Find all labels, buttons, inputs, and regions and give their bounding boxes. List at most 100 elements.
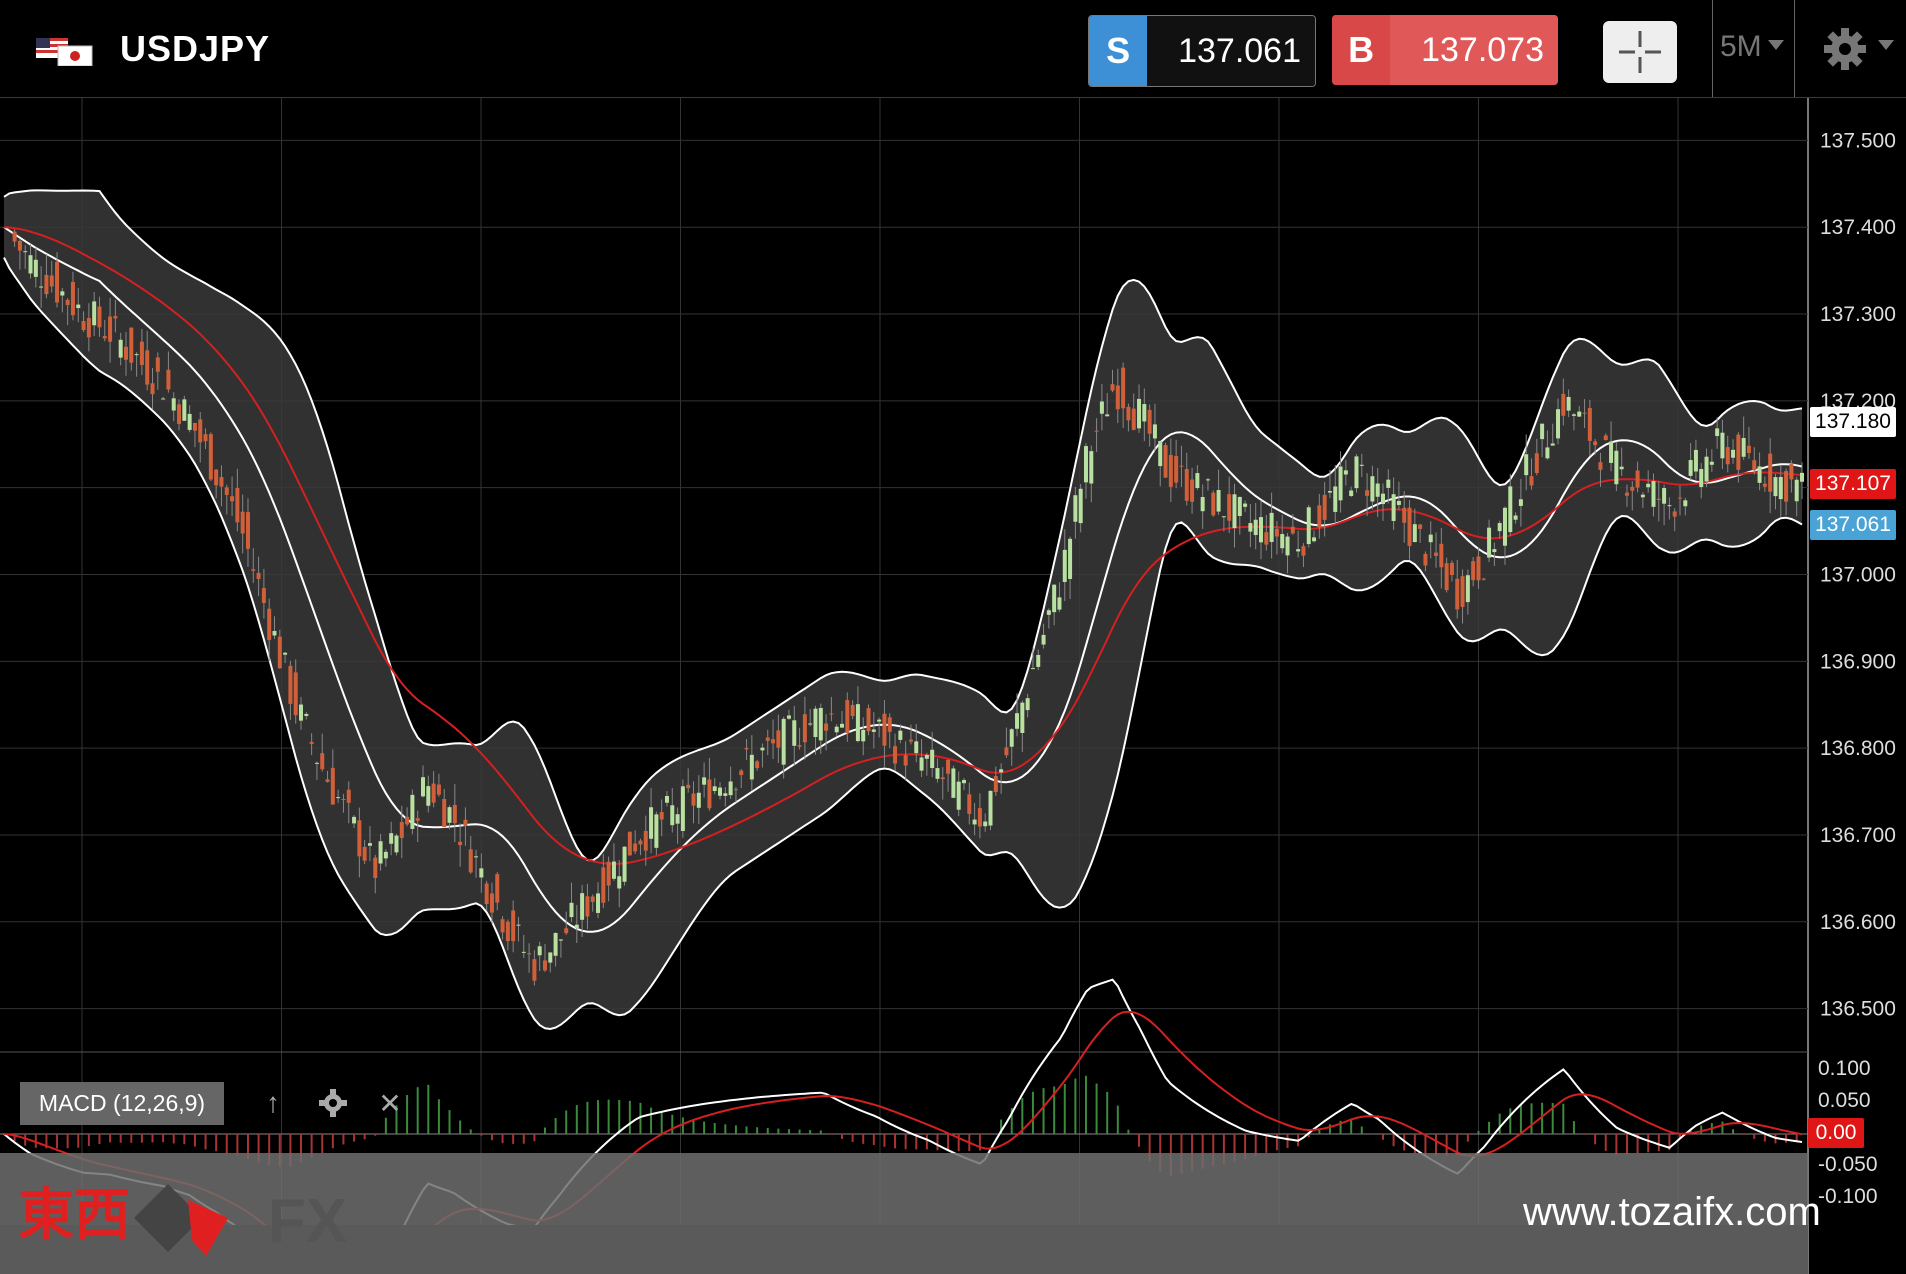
candle-body	[611, 861, 616, 879]
candle-body	[399, 822, 404, 838]
candle-body	[1380, 493, 1385, 505]
candle-body	[277, 636, 282, 669]
candle-body	[1598, 462, 1603, 470]
close-icon[interactable]: ✕	[378, 1087, 402, 1119]
candle-body	[590, 896, 595, 902]
candle-body	[299, 704, 304, 721]
candle-body	[92, 301, 97, 326]
candle-body	[1646, 483, 1651, 488]
candle-body	[771, 739, 776, 744]
candle-body	[1550, 443, 1555, 446]
candle-body	[1195, 473, 1200, 489]
candle-body	[1794, 479, 1799, 502]
candle-body	[118, 339, 123, 358]
candle-body	[134, 354, 139, 356]
candle-body	[468, 849, 473, 873]
candle-body	[1683, 500, 1688, 507]
candle-body	[383, 851, 388, 859]
candle-body	[187, 413, 192, 430]
candle-body	[97, 306, 102, 328]
arrow-up-icon[interactable]: ↑	[266, 1087, 280, 1118]
candle-body	[834, 726, 839, 733]
candle-body	[903, 755, 908, 766]
candle-body	[1651, 481, 1656, 507]
candle-body	[1746, 445, 1751, 454]
candle-body	[580, 893, 585, 920]
candle-body	[1529, 476, 1534, 486]
candle-body	[712, 786, 717, 792]
buy-button[interactable]: B 137.073	[1332, 15, 1558, 85]
candle-body	[1115, 385, 1120, 410]
candle-body	[691, 793, 696, 806]
candle-body	[1020, 702, 1025, 733]
candle-body	[537, 946, 542, 956]
candle-body	[664, 795, 669, 803]
candle-body	[1561, 393, 1566, 416]
candle-body	[139, 341, 144, 365]
candle-body	[1046, 610, 1051, 615]
candle-body	[1269, 512, 1274, 542]
bid-price-label: 137.061	[1810, 510, 1896, 540]
candle-body	[1205, 479, 1210, 481]
macd-indicator-label[interactable]: MACD (12,26,9)	[20, 1082, 224, 1125]
candle-body	[1052, 584, 1057, 613]
candle-body	[1662, 488, 1667, 504]
candle-body	[1630, 486, 1635, 491]
symbol-title: USDJPY	[120, 28, 271, 69]
candle-body	[415, 818, 420, 821]
candle-body	[1556, 409, 1561, 439]
timeframe-dropdown[interactable]: 5M	[1720, 30, 1762, 63]
candle-body	[1370, 476, 1375, 502]
candle-body	[601, 867, 606, 903]
candle-body	[1396, 500, 1401, 505]
candle-body	[1428, 534, 1433, 543]
candle-body	[145, 350, 150, 385]
candle-body	[182, 399, 187, 421]
candle-body	[574, 924, 579, 928]
candle-body	[346, 789, 351, 803]
us-jp-flags-icon	[36, 38, 93, 66]
candle-body	[861, 729, 866, 742]
candle-body	[431, 783, 436, 803]
candle-body	[1211, 492, 1216, 516]
candle-body	[855, 704, 860, 742]
candle-body	[627, 831, 632, 856]
gear-icon[interactable]	[1822, 26, 1868, 72]
candle-body	[877, 719, 882, 722]
candle-body	[946, 759, 951, 774]
candle-body	[1264, 532, 1269, 545]
candle-body	[1582, 412, 1587, 414]
candle-body	[421, 777, 426, 797]
crosshair-button[interactable]	[1603, 21, 1677, 83]
candle-body	[150, 383, 155, 395]
sell-button[interactable]: S 137.061	[1088, 15, 1316, 87]
candle-body	[1015, 713, 1020, 729]
candle-body	[161, 398, 166, 400]
candle-body	[940, 777, 945, 780]
candle-body	[1492, 549, 1497, 553]
website-url: www.tozaifx.com	[1523, 1190, 1821, 1234]
candle-body	[1083, 446, 1088, 483]
candle-body	[1094, 430, 1099, 432]
candle-body	[60, 291, 65, 296]
candle-body	[436, 784, 441, 795]
candle-body	[786, 715, 791, 719]
candle-body	[49, 275, 54, 287]
candle-body	[1057, 597, 1062, 610]
candle-body	[564, 928, 569, 934]
candle-body	[898, 730, 903, 740]
candle-body	[1497, 523, 1502, 532]
gear-icon[interactable]	[318, 1088, 348, 1118]
candle-body	[1434, 552, 1439, 556]
candle-body	[802, 714, 807, 743]
candle-body	[521, 951, 526, 953]
candle-body	[792, 720, 797, 746]
candle-body	[1243, 503, 1248, 507]
candle-body	[1460, 576, 1465, 607]
candle-body	[1423, 553, 1428, 566]
candle-body	[1089, 451, 1094, 484]
candle-body	[733, 789, 738, 791]
candle-body	[166, 369, 171, 390]
candle-body	[1773, 477, 1778, 497]
